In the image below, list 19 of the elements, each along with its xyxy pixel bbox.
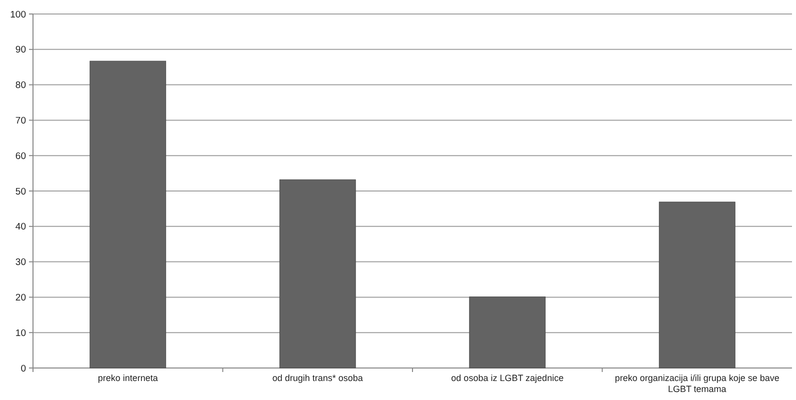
y-tick-label: 60 (15, 150, 26, 162)
y-tick-label: 30 (15, 257, 26, 268)
y-tick-label: 10 (15, 328, 26, 339)
bar (469, 296, 546, 368)
bar (658, 202, 736, 368)
y-tick-label: 100 (10, 9, 26, 20)
bar (90, 60, 166, 368)
y-tick-label: 50 (15, 186, 26, 198)
y-tick-label: 90 (15, 44, 26, 56)
bar (279, 179, 356, 368)
y-tick-label: 40 (15, 222, 26, 233)
y-tick-label: 70 (15, 116, 26, 127)
x-tick-label: preko interneta (98, 373, 158, 383)
y-tick-label: 0 (20, 363, 26, 374)
y-tick-label: 20 (15, 292, 26, 304)
x-tick-label: od drugih trans* osoba (272, 373, 363, 383)
x-tick-label: preko organizacija i/ili grupa koje se bave LGBT temama (614, 373, 780, 394)
x-tick-label: od osoba iz LGBT zajednice (451, 373, 564, 383)
y-tick-label: 80 (15, 80, 26, 92)
